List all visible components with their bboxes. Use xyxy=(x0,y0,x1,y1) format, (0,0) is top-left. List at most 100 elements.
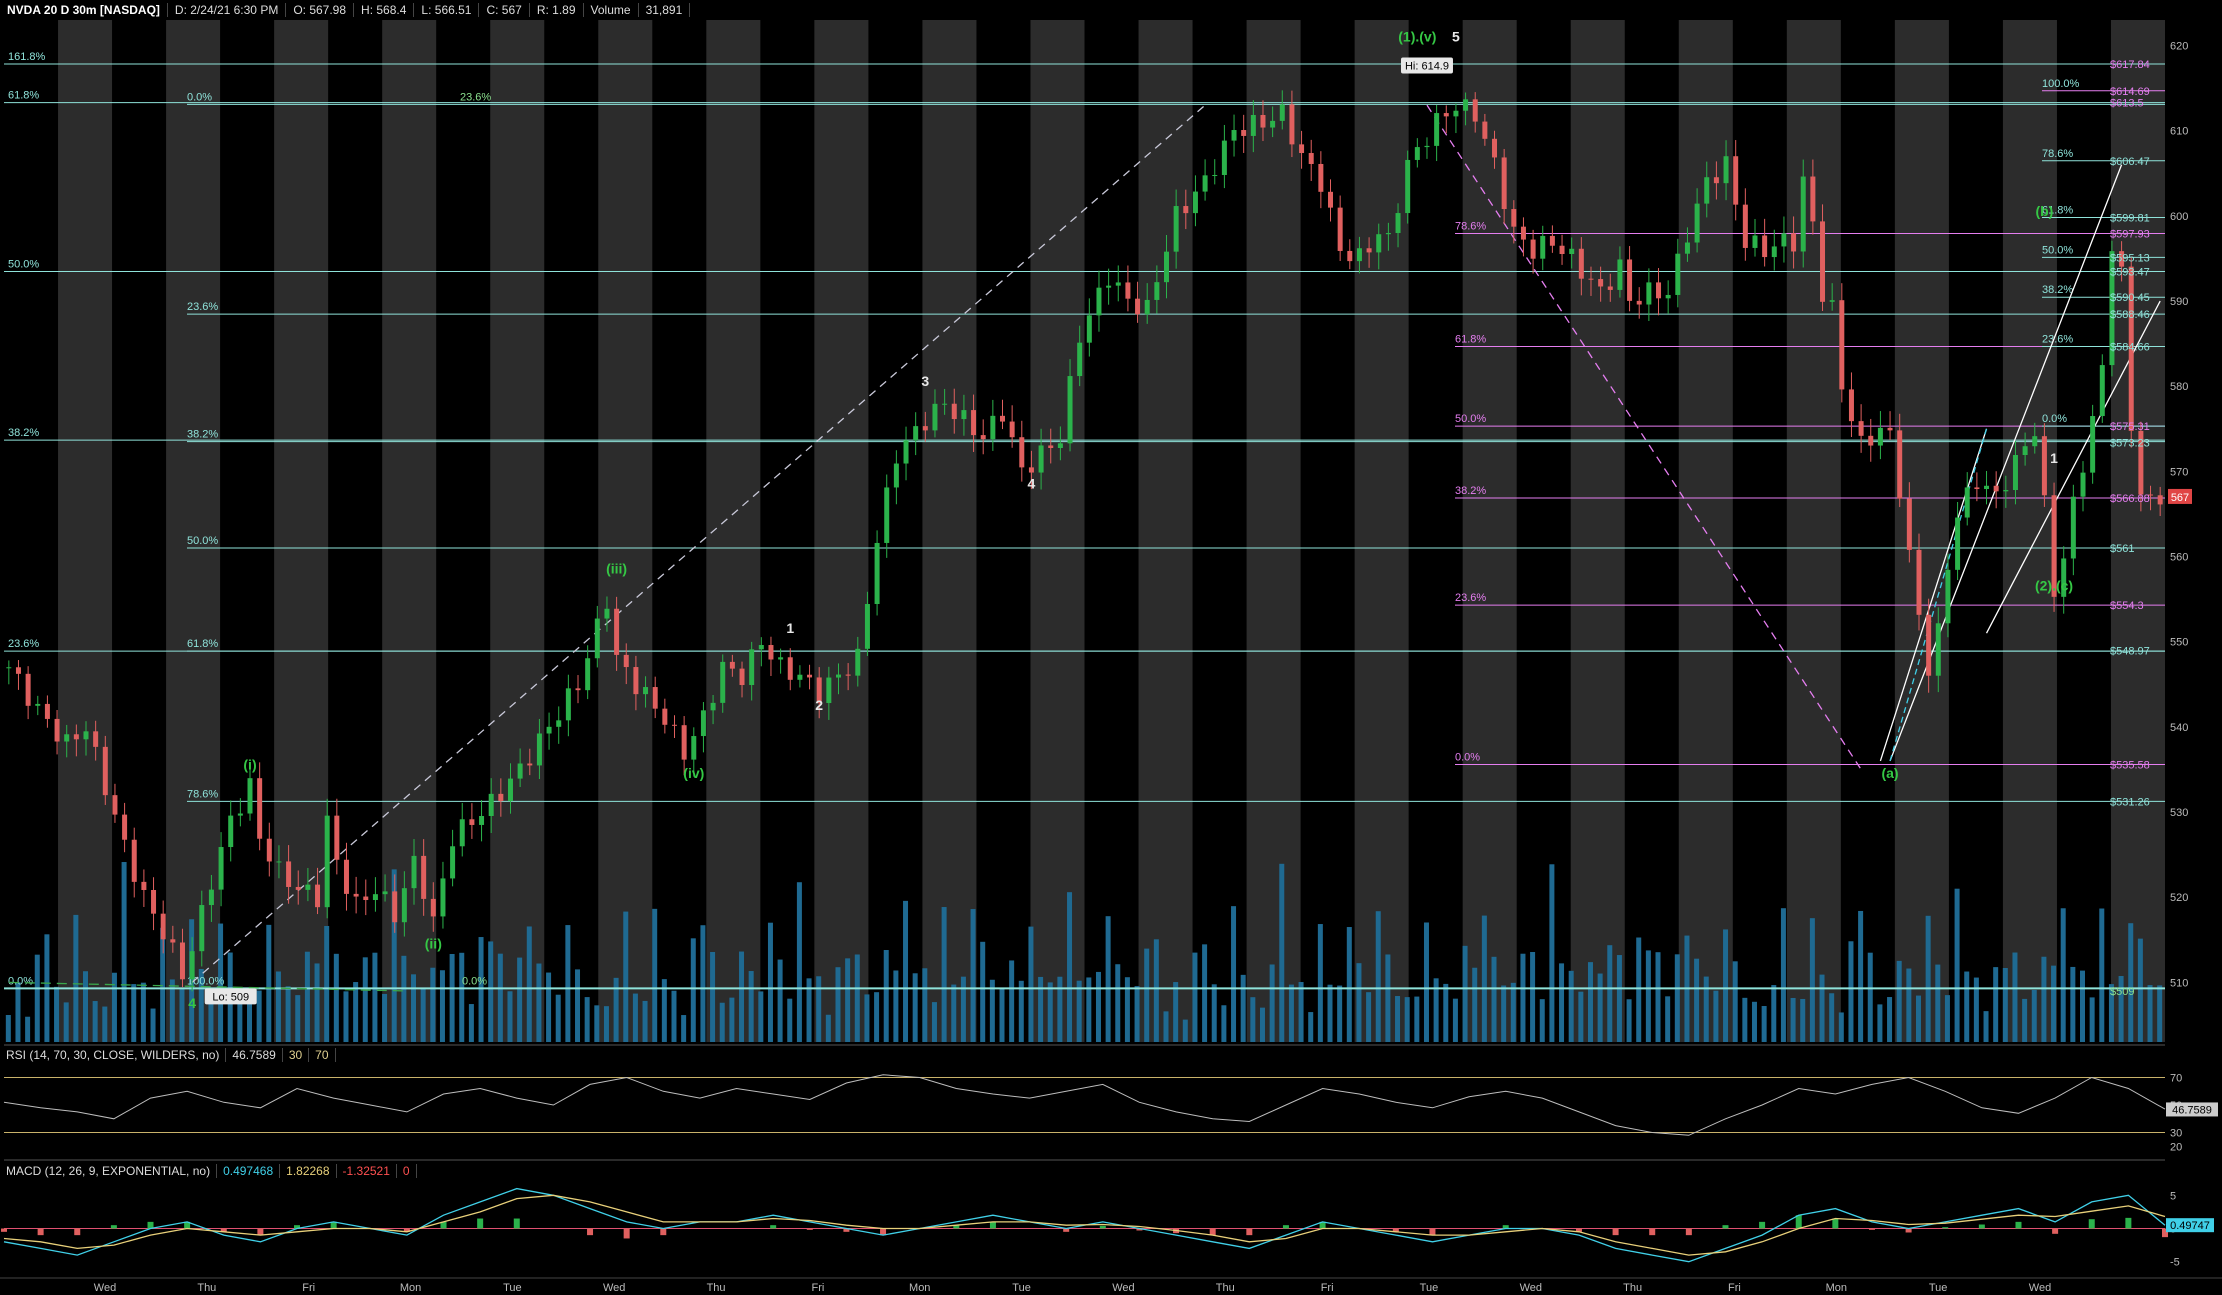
volume-bar xyxy=(777,959,783,1042)
price-tag: $588.46 xyxy=(2110,309,2150,321)
price-tag: $599.81 xyxy=(2110,213,2150,225)
volume-bar xyxy=(1472,967,1478,1042)
volume-bar xyxy=(459,952,465,1042)
candle-body xyxy=(874,542,880,605)
candle-body xyxy=(575,688,581,691)
candle-body xyxy=(1212,174,1218,176)
candle-body xyxy=(1501,157,1507,210)
candle-body xyxy=(932,403,938,431)
volume-bar xyxy=(1809,918,1815,1042)
volume-bar xyxy=(671,990,677,1042)
volume-bar xyxy=(883,950,889,1042)
candle-body xyxy=(170,939,176,943)
price-tick: 550 xyxy=(2170,637,2188,649)
macd-tick: 5 xyxy=(2170,1190,2176,1202)
rsi-study-label[interactable]: RSI (14, 70, 30, CLOSE, WILDERS, no) xyxy=(0,1048,227,1062)
volume-bar xyxy=(430,967,436,1042)
macd-histogram-bar xyxy=(1759,1221,1766,1229)
volume-bar xyxy=(1626,999,1632,1042)
session-band xyxy=(598,20,653,1042)
candle-body xyxy=(450,846,456,879)
date-label: Tue xyxy=(1929,1282,1948,1294)
macd-study-label[interactable]: MACD (12, 26, 9, EXPONENTIAL, no) xyxy=(0,1164,218,1178)
volume-bar xyxy=(681,1015,687,1042)
macd-zero-setting: 0 xyxy=(396,1164,417,1178)
wave-label: (b) xyxy=(2035,203,2053,219)
fib-label-right: 23.6% xyxy=(2042,334,2073,346)
macd-histogram-bar xyxy=(1575,1228,1582,1232)
volume-bar xyxy=(1298,982,1304,1042)
price-tag: $548.97 xyxy=(2110,645,2150,657)
candle-body xyxy=(2041,436,2047,496)
symbol-label[interactable]: NVDA 20 D 30m [NASDAQ] xyxy=(0,3,168,17)
macd-tick: -5 xyxy=(2170,1257,2180,1269)
volume-bar xyxy=(951,984,957,1042)
candle-body xyxy=(1781,233,1787,247)
fib-label-magenta: 78.6% xyxy=(1455,221,1486,233)
macd-histogram-bar xyxy=(1,1228,7,1232)
volume-bar xyxy=(1086,977,1092,1042)
candle-body xyxy=(44,703,50,719)
price-tick: 600 xyxy=(2170,211,2188,223)
candle-body xyxy=(6,667,12,669)
macd-histogram-bar xyxy=(770,1225,777,1229)
volume-bar xyxy=(1645,950,1651,1042)
volume-bar xyxy=(845,958,851,1042)
volume-bar xyxy=(1800,998,1806,1042)
volume-bar xyxy=(333,953,339,1042)
volume-bar xyxy=(1395,996,1401,1042)
candle-body xyxy=(1424,145,1430,148)
volume-bar xyxy=(1867,952,1873,1042)
candle-body xyxy=(1665,294,1671,299)
candle-body xyxy=(807,674,813,678)
volume-bar xyxy=(1732,961,1738,1042)
price-tick: 570 xyxy=(2170,466,2188,478)
volume-bar xyxy=(2070,966,2076,1042)
low-badge: Lo: 509 xyxy=(212,991,249,1003)
candle-body xyxy=(93,731,99,747)
volume-bar xyxy=(710,952,716,1042)
macd-histogram-bar xyxy=(330,1221,337,1229)
candle-body xyxy=(1096,287,1102,316)
candle-body xyxy=(1009,421,1015,438)
volume-bar xyxy=(1607,945,1613,1042)
candle-body xyxy=(2061,558,2067,597)
session-band xyxy=(706,20,761,1042)
rsi-tick: 70 xyxy=(2170,1073,2182,1085)
macd-histogram-bar xyxy=(1063,1228,1070,1232)
candle-body xyxy=(1887,427,1893,431)
volume-bar xyxy=(1616,955,1622,1042)
volume-bar xyxy=(1443,983,1449,1042)
price-tag: $597.93 xyxy=(2110,229,2150,241)
rsi-line xyxy=(3,1074,2166,1136)
volume-bar xyxy=(1713,990,1719,1042)
macd-histogram-bar xyxy=(1868,1228,1875,1230)
volume-bar xyxy=(1028,926,1034,1042)
date-label: Fri xyxy=(1728,1282,1741,1294)
volume-bar xyxy=(1038,976,1044,1042)
volume-bar xyxy=(584,997,590,1042)
open-value: O: 567.98 xyxy=(286,3,355,17)
volume-bar xyxy=(1944,995,1950,1042)
date-label: Thu xyxy=(707,1282,726,1294)
candle-body xyxy=(922,426,928,431)
candle-body xyxy=(469,819,475,825)
rsi-overbought-setting: 70 xyxy=(309,1048,336,1062)
session-band xyxy=(1246,20,1301,1042)
volume-bar xyxy=(382,993,388,1042)
macd-histogram-bar xyxy=(1612,1228,1619,1236)
date-label: Fri xyxy=(1321,1282,1334,1294)
volume-bar xyxy=(941,907,947,1042)
macd-histogram-bar xyxy=(587,1228,594,1236)
macd-histogram-bar xyxy=(257,1228,264,1236)
session-band xyxy=(58,20,113,1042)
candle-body xyxy=(1057,443,1063,449)
trend-line-down xyxy=(1426,104,1862,770)
candle-body xyxy=(1463,99,1469,111)
volume-bar xyxy=(285,986,291,1042)
candle-body xyxy=(1598,279,1604,287)
candle-body xyxy=(1289,104,1295,145)
date-label: Wed xyxy=(1520,1282,1542,1294)
volume-bar xyxy=(603,1006,609,1042)
